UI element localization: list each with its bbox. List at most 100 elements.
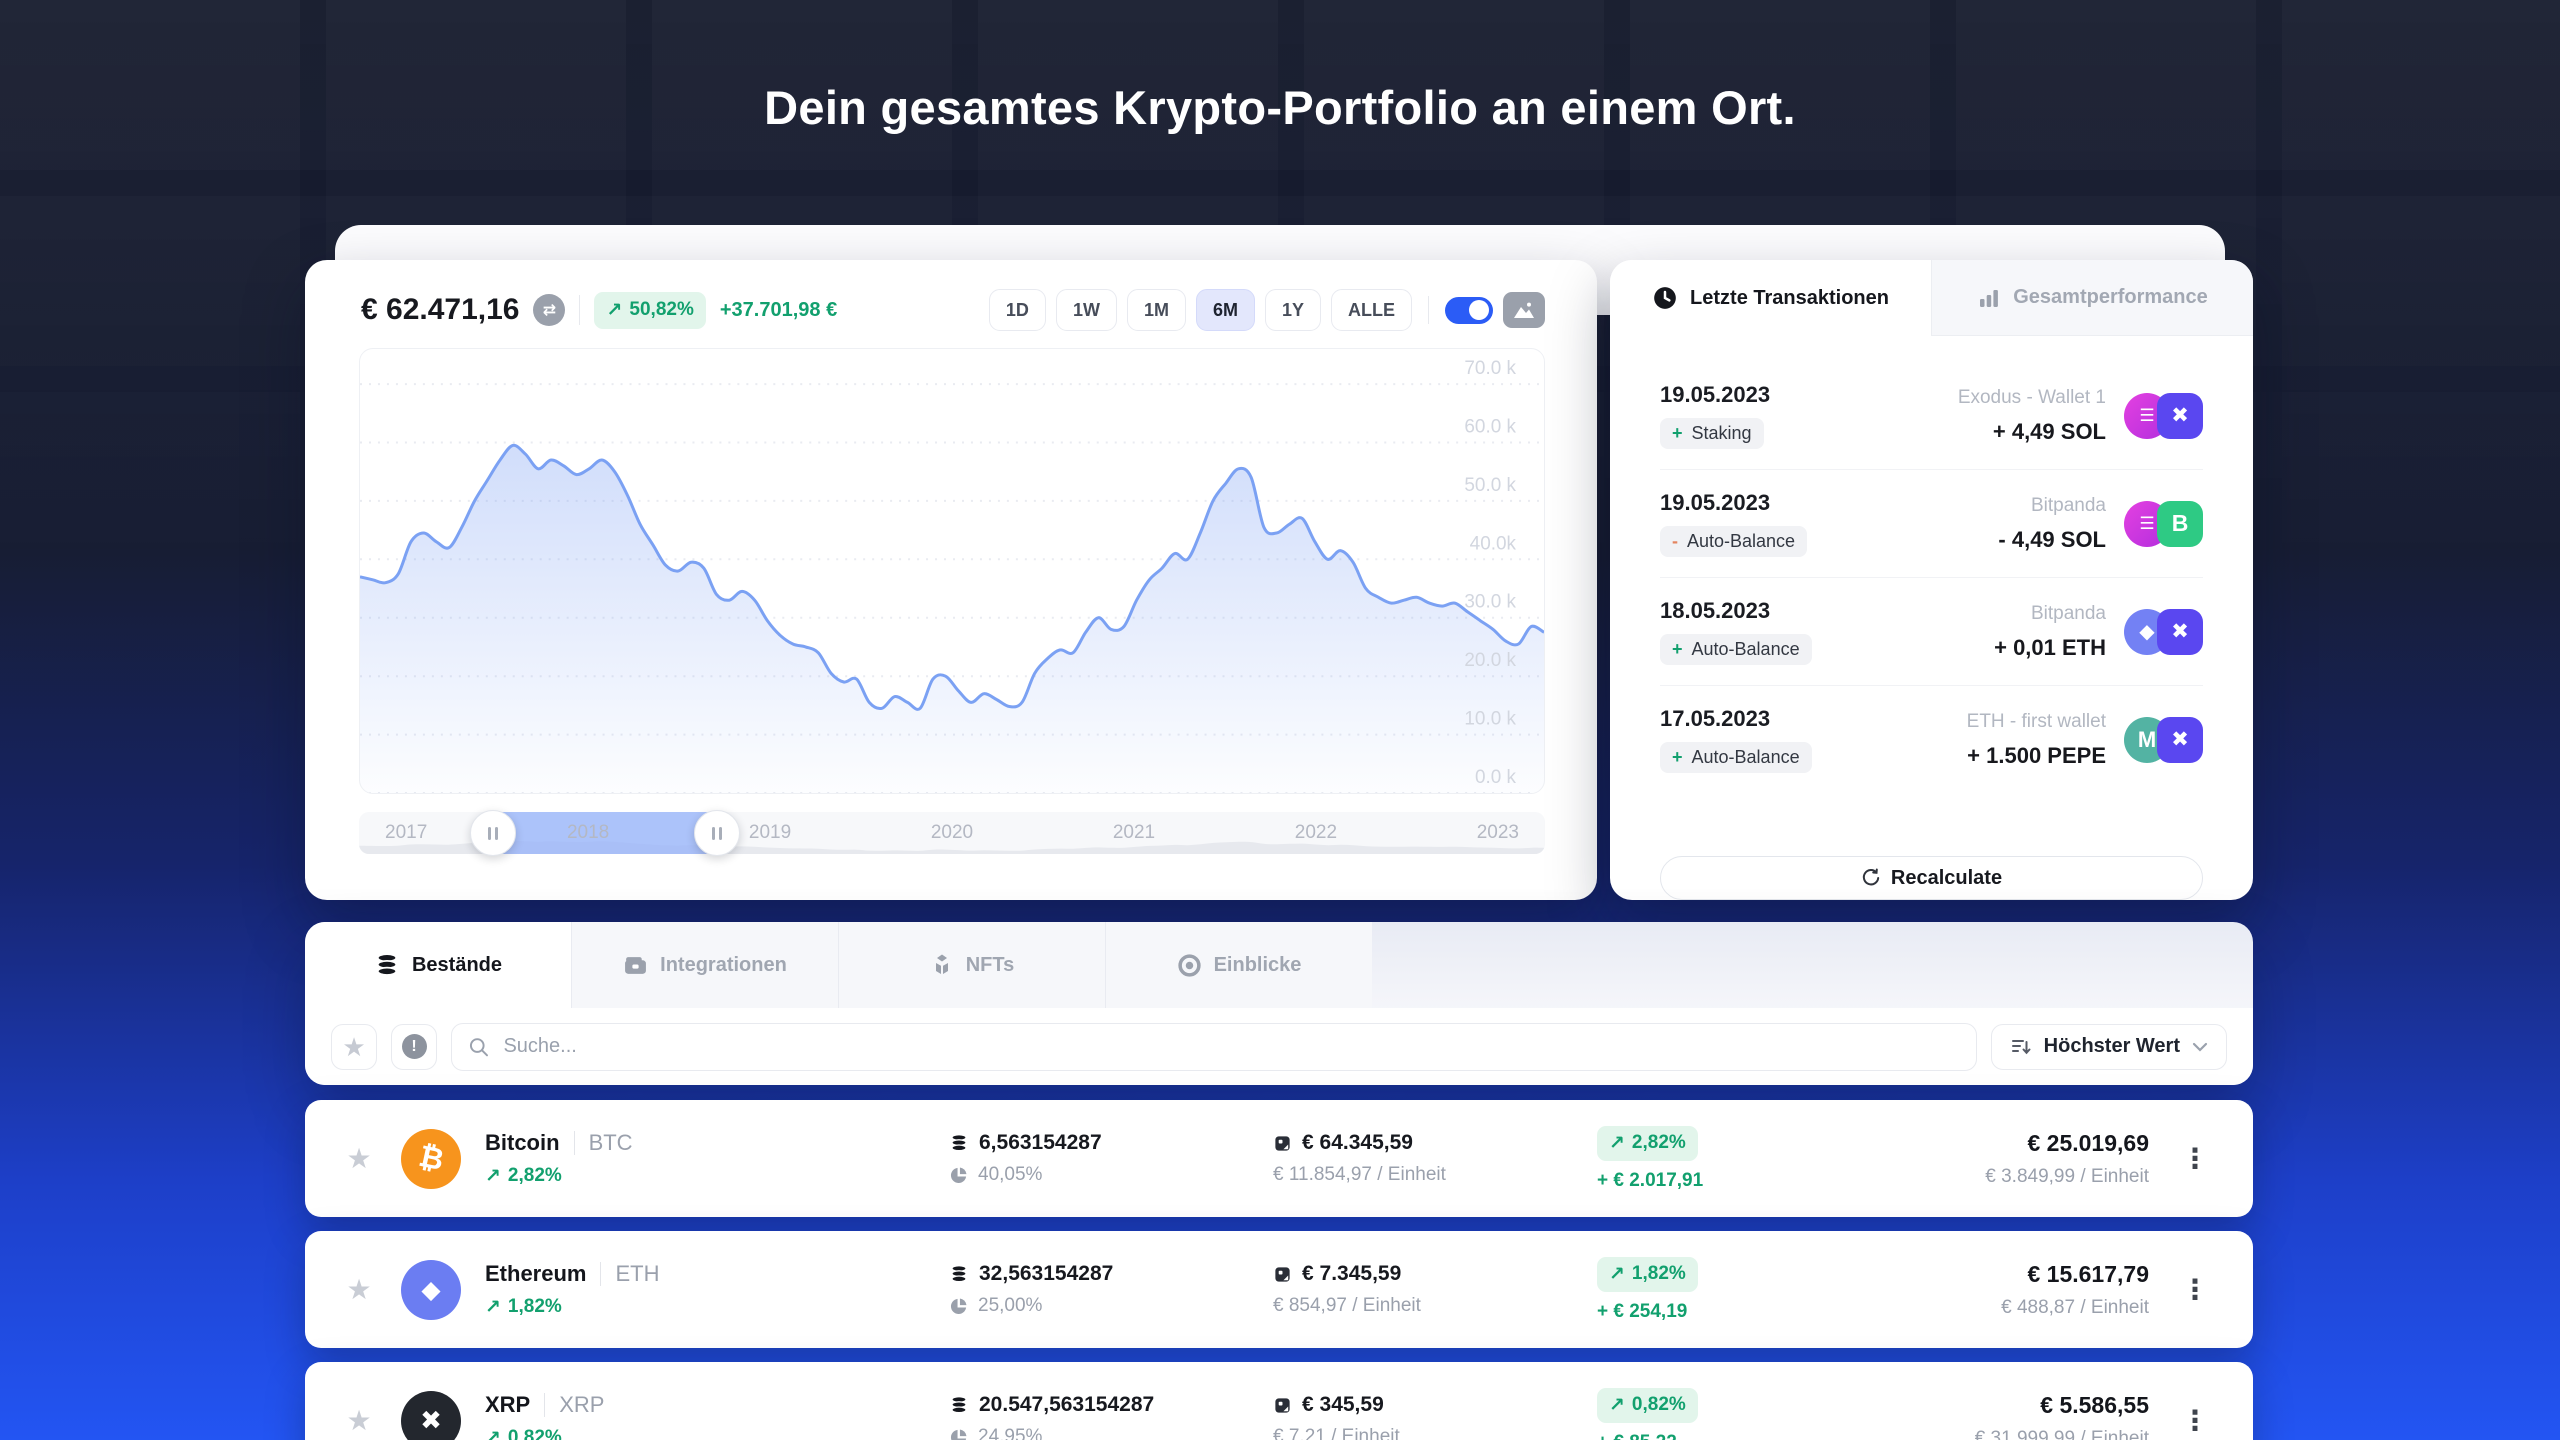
transaction-amount: + 0,01 ETH [1994, 634, 2106, 660]
divider [1428, 296, 1429, 324]
wallet-icon [625, 956, 647, 974]
asset-total-unit: € 31.999,99 / Einheit [1974, 1427, 2149, 1440]
timeline-slider[interactable]: 2017 2018 2019 2020 2021 2022 2023 [359, 810, 1545, 856]
range-1d-button[interactable]: 1D [988, 289, 1046, 331]
svg-text:50.0 k: 50.0 k [1464, 475, 1516, 496]
asset-total-block: € 15.617,79 € 488,87 / Einheit [1951, 1261, 2149, 1319]
asset-total: € 5.586,55 [2040, 1391, 2149, 1418]
range-handle-left[interactable] [470, 810, 517, 856]
transaction-source: Bitpanda [2030, 494, 2106, 516]
range-1y-button[interactable]: 1Y [1264, 289, 1321, 331]
row-menu-button[interactable] [2173, 1407, 2217, 1435]
svg-text:0.0 k: 0.0 k [1475, 767, 1517, 788]
asset-total: € 15.617,79 [2027, 1260, 2149, 1287]
tab-einblicke[interactable]: Einblicke [1105, 922, 1372, 1008]
tab-letzte-transaktionen[interactable]: Letzte Transaktionen [1610, 260, 1931, 336]
main-tabs: Bestände Integrationen NFTs Einblicke [305, 922, 1372, 1008]
asset-change-block: ↗ 2,82% + € 2.017,91 [1597, 1125, 1927, 1192]
favorite-star-icon[interactable] [341, 1276, 377, 1304]
transaction-amount: - 4,49 SOL [1998, 526, 2106, 552]
transaction-row[interactable]: 17.05.2023 + Auto-Balance ETH - first wal… [1660, 685, 2203, 793]
portfolio-chart[interactable]: 70.0 k 60.0 k 50.0 k 40.0k 30.0 k 20.0 k 10.0 … [359, 348, 1545, 794]
change-value: + € 254,19 [1597, 1300, 1688, 1322]
transaction-type-badge: + Auto-Balance [1660, 634, 1812, 665]
transaction-source: Exodus - Wallet 1 [1957, 386, 2106, 408]
badge-sign: + [1672, 423, 1683, 443]
svg-text:70.0 k: 70.0 k [1464, 358, 1516, 379]
asset-holdings-block: 6,563154287 40,05% [949, 1131, 1249, 1186]
arrow-up-right-icon: ↗ [485, 1427, 501, 1440]
bar-chart-icon [1980, 289, 1999, 307]
recalculate-label: Recalculate [1890, 866, 2003, 889]
favorites-filter-button[interactable] [331, 1023, 377, 1070]
arrow-up-right-icon: ↗ [1609, 1263, 1625, 1285]
transactions-card: Letzte Transaktionen Gesamtperformance 1… [1610, 260, 2253, 900]
tab-label: Gesamtperformance [2013, 286, 2208, 308]
row-menu-button[interactable] [2173, 1276, 2217, 1304]
asset-name-block: Ethereum ETH ↗ 1,82% [485, 1261, 925, 1319]
range-1w-button[interactable]: 1W [1055, 289, 1117, 331]
star-icon [342, 1034, 365, 1060]
coins-icon [951, 1134, 967, 1152]
badge-label: Staking [1691, 423, 1752, 443]
arrow-up-right-icon: ↗ [1609, 1394, 1625, 1416]
alerts-button[interactable] [391, 1023, 437, 1070]
pie-icon [950, 1298, 967, 1314]
asset-list: Bitcoin BTC ↗2,82% 6,563154287 40,05% € 6… [305, 1100, 2253, 1440]
sort-button[interactable]: Höchster Wert [1990, 1023, 2227, 1070]
transaction-source: ETH - first wallet [1966, 710, 2106, 732]
asset-total-unit: € 488,87 / Einheit [2001, 1296, 2149, 1318]
range-6m-button[interactable]: 6M [1195, 289, 1255, 331]
coins-icon [376, 953, 398, 976]
btc-glyph [419, 1142, 443, 1176]
asset-row-ethereum[interactable]: Ethereum ETH ↗1,82% 32,563154287 25,00% €… [305, 1231, 2253, 1348]
recalculate-button[interactable]: Recalculate [1660, 856, 2203, 900]
coins-icon [951, 1265, 967, 1283]
asset-row-bitcoin[interactable]: Bitcoin BTC ↗2,82% 6,563154287 40,05% € 6… [305, 1100, 2253, 1217]
transaction-row[interactable]: 19.05.2023 - Auto-Balance Bitpanda - 4,49… [1660, 469, 2203, 577]
asset-allocation: 40,05% [978, 1164, 1043, 1185]
bitcoin-icon [401, 1128, 461, 1189]
change-percent-badge: ↗ 50,82% [594, 291, 706, 329]
transaction-type-badge: - Auto-Balance [1660, 526, 1808, 557]
row-menu-button[interactable] [2173, 1145, 2217, 1173]
year-label: 2020 [930, 822, 974, 843]
asset-price-block: € 345,59 € 7,21 / Einheit [1273, 1393, 1573, 1440]
badge-label: Auto-Balance [1691, 747, 1800, 767]
search-box[interactable] [451, 1022, 1977, 1071]
year-label: 2018 [566, 822, 610, 843]
favorite-star-icon[interactable] [341, 1145, 377, 1173]
transaction-amount: + 1.500 PEPE [1967, 742, 2106, 768]
exodus-icon [2157, 716, 2203, 763]
asset-row-xrp[interactable]: XRP XRP ↗0,82% 20.547,563154287 24,95% € … [305, 1362, 2253, 1440]
range-1m-button[interactable]: 1M [1126, 289, 1186, 331]
asset-change: ↗ 2,82% [485, 1165, 562, 1187]
line-series [360, 443, 1544, 711]
transaction-row[interactable]: 19.05.2023 + Staking Exodus - Wallet 1 + … [1660, 362, 2203, 469]
eth-glyph [421, 1275, 440, 1305]
tab-nfts[interactable]: NFTs [838, 922, 1105, 1008]
transactions-list: 19.05.2023 + Staking Exodus - Wallet 1 + … [1610, 336, 2253, 830]
tab-integrationen[interactable]: Integrationen [571, 922, 838, 1008]
exodus-icon [2157, 608, 2203, 655]
chart-style-toggle[interactable] [1445, 296, 1493, 324]
change-value: + € 85,22 [1597, 1432, 1677, 1440]
transaction-row[interactable]: 18.05.2023 + Auto-Balance Bitpanda + 0,01… [1660, 577, 2203, 685]
favorite-star-icon[interactable] [341, 1407, 377, 1435]
year-label: 2019 [748, 822, 792, 843]
range-alle-button[interactable]: ALLE [1331, 289, 1412, 331]
asset-price-unit: € 11.854,97 / Einheit [1273, 1164, 1446, 1185]
chevron-down-icon [2192, 1042, 2208, 1052]
transaction-icons [2124, 500, 2203, 547]
search-input[interactable] [501, 1034, 1960, 1059]
chart-image-button[interactable] [1503, 292, 1545, 328]
timeline-track[interactable]: 2017 2018 2019 2020 2021 2022 2023 [359, 812, 1545, 854]
transaction-date: 19.05.2023 [1660, 490, 1771, 515]
coins-icon [951, 1396, 967, 1414]
tab-gesamtperformance[interactable]: Gesamtperformance [1931, 260, 2253, 336]
range-handle-right[interactable] [694, 810, 741, 856]
asset-holdings: 20.547,563154287 [979, 1393, 1155, 1416]
tab-bestaende[interactable]: Bestände [305, 922, 571, 1008]
selected-range-band[interactable] [493, 812, 718, 854]
currency-swap-icon[interactable]: ⇄ [533, 294, 566, 326]
